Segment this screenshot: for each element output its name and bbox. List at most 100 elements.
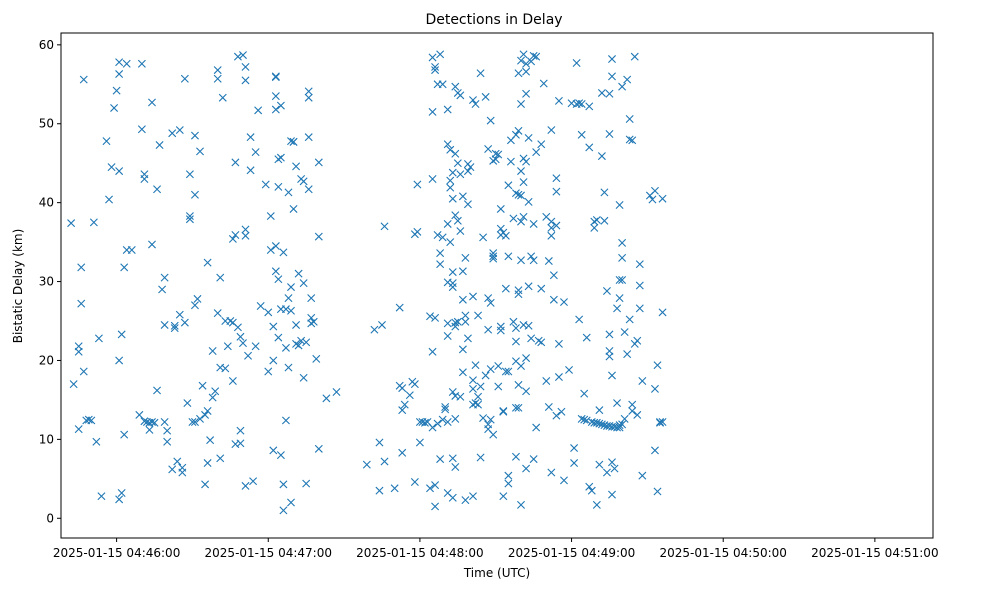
data-point — [605, 330, 614, 339]
data-point — [522, 89, 531, 98]
data-point — [623, 350, 632, 359]
y-tick-label: 20 — [39, 353, 54, 367]
data-point — [77, 263, 86, 272]
data-point — [511, 337, 520, 346]
data-point — [628, 400, 637, 409]
data-point — [600, 216, 609, 225]
data-point — [484, 294, 493, 303]
data-point — [514, 190, 523, 199]
data-point — [170, 324, 179, 333]
data-point — [633, 410, 642, 419]
data-point — [468, 376, 477, 385]
data-point — [486, 365, 495, 374]
data-point — [231, 231, 240, 239]
data-point — [213, 309, 222, 318]
data-point — [519, 178, 528, 187]
data-point — [148, 240, 156, 249]
data-point — [656, 418, 665, 427]
data-point — [436, 249, 445, 258]
data-point — [433, 231, 442, 239]
data-point — [580, 415, 589, 424]
data-point — [504, 252, 513, 261]
data-point — [241, 62, 250, 71]
data-point — [251, 148, 260, 157]
data-point — [565, 365, 574, 374]
data-point — [658, 194, 667, 203]
data-point — [451, 318, 460, 327]
data-point — [552, 411, 561, 420]
data-point — [431, 66, 440, 75]
data-point — [625, 315, 634, 324]
data-point — [426, 312, 435, 321]
data-point — [501, 284, 510, 293]
data-point — [287, 283, 295, 292]
data-point — [522, 387, 531, 396]
data-point — [615, 275, 624, 284]
data-point — [269, 322, 278, 331]
data-point — [537, 338, 546, 347]
data-point — [180, 74, 189, 83]
data-point — [504, 367, 513, 376]
data-point — [529, 219, 538, 228]
data-point — [431, 481, 440, 490]
data-point — [474, 311, 483, 320]
y-tick-label: 10 — [39, 432, 54, 446]
data-point — [630, 52, 639, 61]
data-point — [461, 311, 470, 320]
data-point — [489, 254, 498, 263]
data-point — [254, 106, 263, 115]
data-point — [620, 328, 629, 337]
data-point — [304, 185, 313, 194]
data-point — [456, 91, 465, 100]
data-point — [420, 418, 429, 427]
data-point — [461, 253, 470, 262]
data-point — [87, 416, 96, 425]
data-point — [309, 317, 318, 326]
data-point — [89, 218, 98, 227]
data-point — [481, 371, 490, 380]
data-point — [112, 86, 121, 95]
data-point — [246, 133, 255, 142]
data-point — [582, 333, 591, 342]
data-point — [438, 80, 447, 89]
data-point — [292, 320, 301, 329]
data-point — [496, 326, 505, 335]
data-point — [413, 180, 422, 189]
data-point — [608, 458, 616, 467]
data-point — [428, 347, 437, 356]
data-point — [529, 256, 538, 265]
data-point — [608, 55, 616, 64]
data-point — [185, 170, 194, 179]
data-point — [436, 260, 445, 269]
data-point — [572, 58, 581, 67]
data-point — [314, 444, 323, 453]
data-point — [625, 115, 634, 123]
data-point — [322, 394, 331, 403]
data-point — [428, 107, 437, 116]
data-point — [504, 479, 513, 488]
data-point — [370, 325, 379, 334]
data-point — [238, 51, 247, 60]
data-point — [658, 308, 667, 317]
data-point — [463, 167, 472, 176]
data-point — [458, 267, 467, 276]
data-point — [140, 417, 149, 426]
data-point — [271, 72, 280, 81]
data-point — [443, 105, 452, 114]
data-point — [532, 148, 541, 157]
data-point — [150, 418, 159, 427]
data-point — [590, 223, 599, 232]
data-point — [577, 414, 586, 423]
data-point — [203, 459, 212, 468]
data-point — [241, 481, 250, 490]
data-point — [120, 430, 129, 439]
data-point — [514, 380, 523, 389]
data-point — [213, 66, 222, 75]
data-point — [271, 92, 280, 101]
data-point — [456, 392, 465, 401]
data-point — [446, 238, 455, 247]
data-point — [504, 471, 513, 480]
data-point — [289, 137, 298, 146]
data-point — [506, 157, 515, 166]
